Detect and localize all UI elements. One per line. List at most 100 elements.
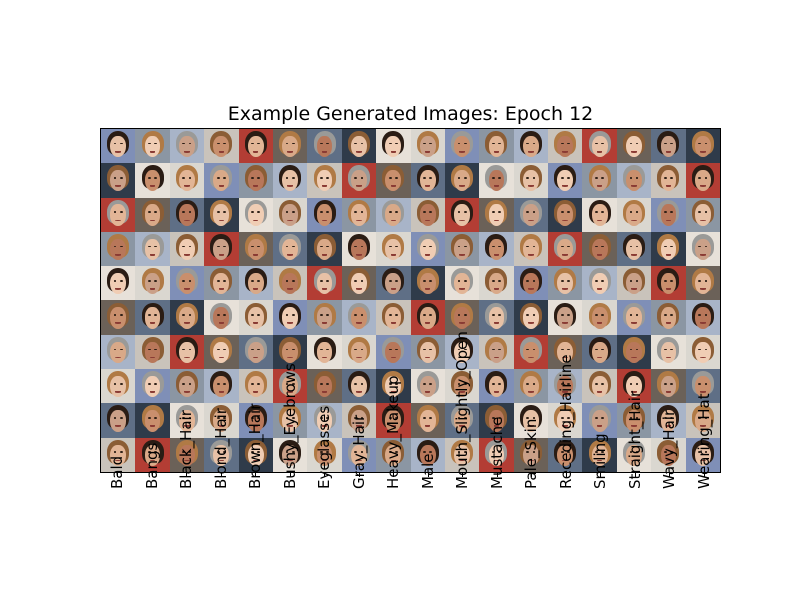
right-eye: [429, 142, 433, 145]
face-image: [307, 334, 342, 370]
mouth: [528, 150, 534, 153]
mouth: [184, 253, 190, 256]
x-tick: [221, 473, 222, 477]
mouth: [459, 425, 465, 428]
right-eye: [566, 417, 570, 419]
face-image: [410, 403, 445, 438]
face-image: [238, 437, 273, 472]
right-eye: [670, 245, 673, 248]
left-eye: [457, 314, 461, 316]
face-image: [238, 266, 273, 301]
face-shape: [522, 375, 539, 398]
mouth: [459, 288, 465, 290]
left-eye: [182, 382, 186, 385]
face-shape: [694, 444, 711, 466]
left-eye: [457, 142, 461, 145]
mouth: [596, 185, 603, 187]
face-image: [410, 437, 445, 472]
face-shape: [626, 307, 642, 329]
face-image: [444, 129, 480, 164]
face-shape: [351, 444, 367, 466]
face-shape: [591, 307, 608, 329]
face-image: [444, 403, 480, 438]
face-image: [513, 300, 549, 335]
face-image: [410, 300, 445, 335]
face-image: [651, 403, 686, 438]
face-image: [101, 300, 136, 335]
face-shape: [282, 238, 299, 260]
mouth: [424, 425, 431, 428]
right-eye: [498, 177, 501, 179]
mouth: [493, 150, 500, 153]
face-shape: [557, 170, 574, 192]
face-shape: [144, 341, 161, 363]
mouth: [596, 219, 603, 222]
right-eye: [704, 279, 708, 282]
face-shape: [557, 375, 574, 398]
right-eye: [704, 314, 708, 316]
face-image: [101, 437, 136, 472]
mouth: [321, 219, 328, 222]
mouth: [631, 253, 637, 256]
face-image: [238, 231, 273, 267]
mouth: [631, 150, 637, 153]
left-eye: [423, 314, 426, 316]
left-eye: [491, 279, 495, 282]
mouth: [665, 150, 672, 153]
left-eye: [698, 451, 702, 454]
left-eye: [388, 279, 392, 282]
mouth: [218, 459, 225, 462]
face-shape: [385, 410, 402, 432]
left-eye: [182, 245, 186, 248]
mouth: [390, 459, 397, 462]
face-shape: [557, 135, 574, 158]
face-image: [272, 129, 308, 164]
face-shape: [316, 375, 333, 398]
left-eye: [629, 177, 633, 179]
face-shape: [316, 170, 333, 192]
left-eye: [526, 177, 530, 179]
face-shape: [282, 170, 299, 192]
mouth: [562, 288, 568, 290]
right-eye: [257, 382, 261, 385]
column-label-box: Mustache: [487, 417, 507, 600]
face-image: [169, 403, 205, 438]
right-eye: [704, 451, 708, 454]
face-image: [513, 129, 549, 164]
left-eye: [216, 314, 220, 316]
mouth: [493, 322, 500, 325]
mouth: [149, 356, 156, 359]
left-eye: [354, 382, 358, 385]
right-eye: [670, 177, 673, 179]
mouth: [528, 356, 534, 359]
right-eye: [188, 348, 192, 351]
face-shape: [316, 204, 333, 226]
right-eye: [257, 211, 261, 214]
mouth: [218, 150, 225, 153]
face-shape: [488, 375, 505, 398]
face-shape: [247, 307, 264, 329]
face-shape: [110, 238, 127, 260]
face-image: [204, 231, 239, 267]
right-eye: [670, 314, 673, 316]
face-image: [479, 266, 514, 301]
left-eye: [354, 245, 358, 248]
right-eye: [566, 451, 570, 454]
face-image: [548, 369, 583, 404]
right-eye: [360, 314, 364, 316]
mouth: [252, 322, 259, 325]
face-shape: [626, 204, 642, 226]
face-shape: [282, 135, 299, 158]
left-eye: [423, 348, 426, 351]
face-shape: [351, 307, 367, 329]
x-tick: [117, 473, 118, 477]
left-eye: [423, 142, 426, 145]
face-shape: [110, 135, 127, 158]
column-label-box: Wavy_Hair: [659, 410, 679, 600]
left-eye: [354, 279, 358, 282]
left-eye: [560, 314, 564, 316]
face-image: [444, 334, 480, 370]
right-eye: [154, 348, 158, 351]
face-shape: [179, 444, 195, 466]
face-image: [513, 334, 549, 370]
